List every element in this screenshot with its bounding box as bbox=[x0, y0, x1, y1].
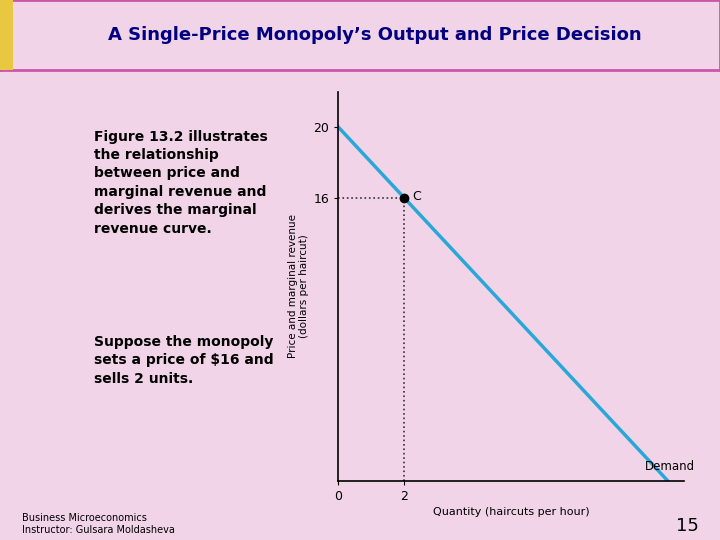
Text: 15: 15 bbox=[675, 517, 698, 535]
Text: Business Microeconomics
Instructor: Gulsara Moldasheva: Business Microeconomics Instructor: Guls… bbox=[22, 513, 174, 535]
Text: Figure 13.2 illustrates
the relationship
between price and
marginal revenue and
: Figure 13.2 illustrates the relationship… bbox=[94, 130, 267, 235]
Text: Suppose the monopoly
sets a price of $16 and
sells 2 units.: Suppose the monopoly sets a price of $16… bbox=[94, 335, 273, 386]
Text: C: C bbox=[413, 190, 421, 202]
X-axis label: Quantity (haircuts per hour): Quantity (haircuts per hour) bbox=[433, 507, 590, 517]
Text: Demand: Demand bbox=[644, 460, 695, 473]
Y-axis label: Price and marginal revenue
(dollars per haircut): Price and marginal revenue (dollars per … bbox=[288, 214, 310, 358]
Text: A Single-Price Monopoly’s Output and Price Decision: A Single-Price Monopoly’s Output and Pri… bbox=[107, 26, 642, 44]
